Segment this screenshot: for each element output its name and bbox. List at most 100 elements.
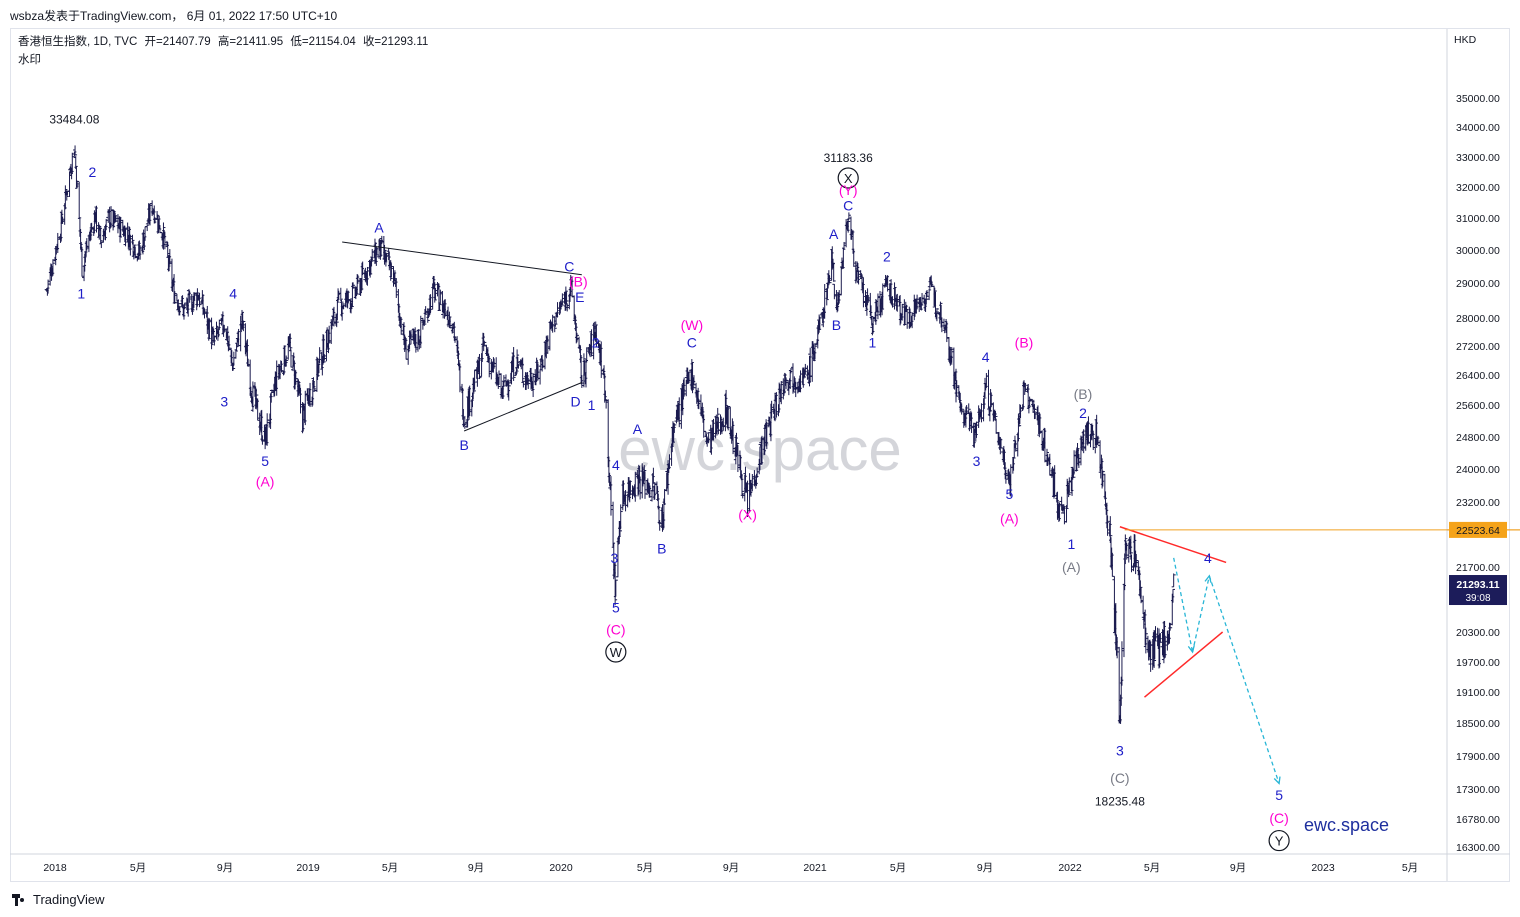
ohlc-bar (392, 270, 397, 282)
trendline-black (463, 382, 583, 432)
wave-label: (W) (681, 317, 704, 333)
y-tick-label: 32000.00 (1456, 182, 1500, 194)
ohlc-bar (59, 209, 64, 224)
ohlc-bar (543, 341, 548, 357)
ohlc-bar (932, 287, 937, 308)
ohlc-bar (1015, 432, 1020, 457)
ohlc-bar (234, 343, 239, 352)
circled-wave-marker (1268, 829, 1290, 852)
ohlc-bar (1012, 435, 1017, 449)
ohlc-bar (1137, 568, 1142, 580)
wave-label: Y (1275, 834, 1284, 849)
circled-wave-marker (837, 167, 859, 189)
ohlc-bar (496, 377, 501, 389)
ohlc-bar (574, 322, 579, 344)
ohlc-bar (1170, 588, 1175, 603)
ohlc-bar (1100, 470, 1105, 487)
ohlc-bar (649, 489, 654, 502)
trendline-red (1144, 631, 1224, 698)
ohlc-bar (113, 212, 118, 223)
publication-info: wsbza发表于TradingView.com， 6月 01, 2022 17:… (10, 9, 338, 23)
ohlc-bar (656, 505, 661, 525)
ohlc-bar (515, 349, 520, 372)
x-tick-label: 9月 (1230, 862, 1246, 874)
ohlc-bar (613, 579, 618, 598)
ohlc-bar (471, 377, 476, 392)
wave-label: 1 (1067, 536, 1075, 552)
wave-label: (A) (1000, 511, 1019, 527)
tradingview-logo[interactable]: TradingView (12, 892, 105, 907)
ohlc-bar (606, 399, 611, 468)
symbol-title[interactable]: 香港恒生指数, 1D, TVC (18, 36, 138, 48)
ohlc-bar (152, 217, 157, 224)
ohlc-bar (1064, 505, 1069, 523)
ohlc-bar (618, 520, 623, 537)
ohlc-bar (868, 292, 873, 316)
price-tag-level-text: 22523.64 (1456, 525, 1500, 537)
ohlc-bar (657, 520, 662, 531)
ohlc-bar (898, 295, 903, 326)
y-tick-label: 19700.00 (1456, 657, 1500, 669)
ohlc-bar (602, 365, 607, 379)
wave-label: 5 (612, 600, 620, 616)
ohlc-bar (172, 291, 177, 304)
ohlc-bar (981, 398, 986, 422)
x-tick-label: 5月 (130, 862, 146, 874)
ohlc-bar (934, 308, 939, 322)
ohlc-bar (388, 260, 393, 281)
ohlc-bar (672, 423, 677, 433)
ohlc-bar (312, 381, 317, 392)
wave-label: 2 (1079, 405, 1087, 421)
ohlc-bar (1102, 473, 1107, 500)
ohlc-bar (1054, 492, 1059, 503)
ohlc-bar (477, 353, 482, 380)
ohlc-bar (457, 363, 462, 393)
wave-label: D (571, 393, 581, 409)
ohlc-bar (82, 264, 87, 282)
ohlc-bar (957, 391, 962, 403)
ohlc-bar (288, 349, 293, 368)
wave-label: 1 (77, 286, 85, 302)
ohlc-bar (401, 324, 406, 336)
y-tick-label: 27200.00 (1456, 341, 1500, 353)
ohlc-bar (574, 332, 579, 343)
ohlc-bar (482, 340, 487, 345)
ohlc-bar (839, 266, 844, 296)
projection-arrowhead (1273, 776, 1281, 785)
circled-wave-marker (605, 641, 627, 663)
ohlc-bar (860, 282, 865, 294)
watermark-indicator-label[interactable]: 水印 (18, 54, 41, 66)
ohlc-bar (846, 218, 851, 233)
ohlc-bar (73, 145, 78, 156)
ohlc-bar (715, 407, 720, 429)
price-chart[interactable]: 35000.00 34000.00 33000.00 32000.00 31000.00… (0, 0, 1520, 884)
ohlc-bar (291, 352, 296, 367)
y-tick-label: 24800.00 (1456, 432, 1500, 444)
ohlc-bar (327, 325, 332, 344)
wave-label: B (832, 317, 841, 333)
wave-label: 1 (588, 397, 596, 413)
ohlc-bar (613, 563, 618, 606)
ohlc-bar (284, 355, 289, 366)
wave-label: 1 (869, 335, 877, 351)
wave-label: C (843, 198, 853, 214)
ohlc-bar (118, 216, 123, 243)
chart-frame[interactable] (10, 28, 1510, 882)
ohlc-bar (311, 377, 316, 389)
ohlc-bar (185, 298, 190, 314)
symbol-legend: 香港恒生指数, 1D, TVC 开=21407.79 高=21411.95 低=… (18, 34, 432, 50)
ohlc-bar (655, 486, 660, 502)
price-extreme-label: 18235.48 (1095, 795, 1145, 809)
ohlc-bar (825, 282, 830, 299)
ohlc-bar (240, 309, 245, 329)
ohlc-bar (98, 227, 103, 244)
ohlc-bar (177, 306, 182, 316)
ohlc-bar (231, 363, 236, 371)
y-tick-label: 23200.00 (1456, 497, 1500, 509)
ohlc-bar (225, 331, 230, 341)
ohlc-bar (106, 210, 111, 214)
ohlc-bar (506, 380, 511, 401)
ohlc-bar (611, 501, 616, 547)
ohlc-bar (406, 343, 411, 353)
ohlc-bar (1020, 404, 1025, 411)
